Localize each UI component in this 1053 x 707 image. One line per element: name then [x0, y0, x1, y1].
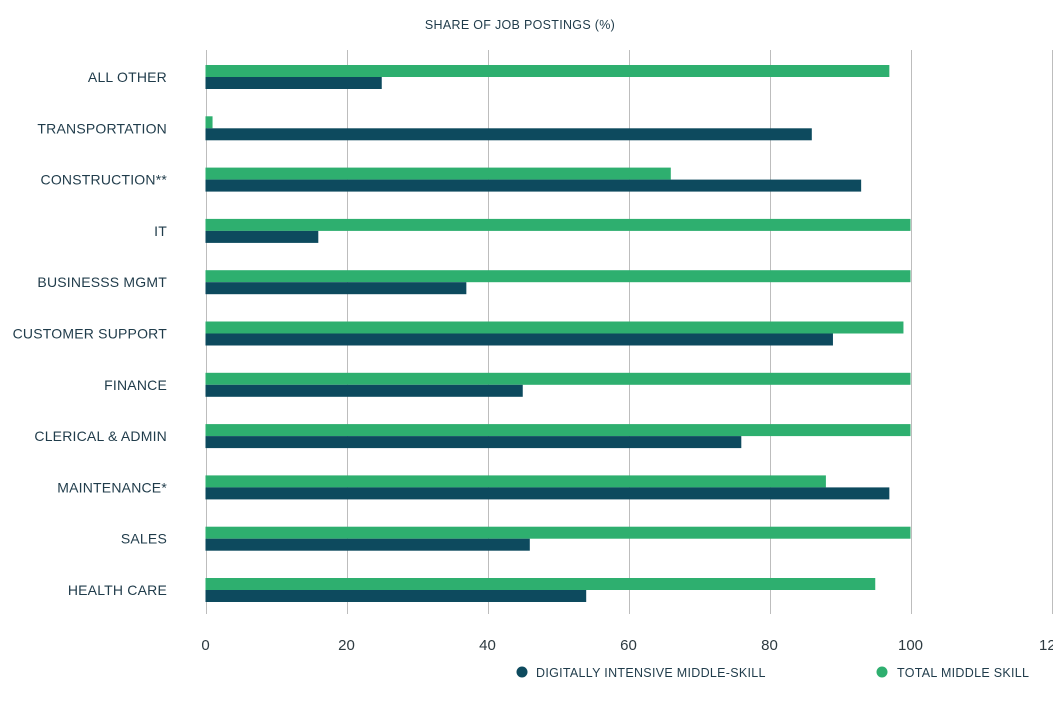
legend-marker: [876, 666, 888, 678]
bar-total-middle-skill: [205, 167, 671, 180]
bar-total-middle-skill: [205, 218, 911, 231]
x-tick-label: 60: [620, 637, 637, 654]
bar-total-middle-skill: [205, 526, 911, 539]
category-label: CLERICAL & ADMIN: [34, 428, 167, 444]
x-tick-label: 40: [479, 637, 496, 654]
category-label: FINANCE: [104, 377, 167, 393]
x-tick-label: 120: [1039, 637, 1053, 654]
bar-total-middle-skill: [205, 475, 826, 488]
bar-digitally-intensive: [205, 487, 890, 500]
category-label: CUSTOMER SUPPORT: [13, 326, 168, 342]
category-label: ALL OTHER: [88, 69, 167, 85]
category-label: SALES: [121, 531, 167, 547]
bar-digitally-intensive: [205, 436, 742, 449]
bar-total-middle-skill: [205, 372, 911, 385]
legend: DIGITALLY INTENSIVE MIDDLE-SKILL TOTAL MI…: [516, 666, 1029, 680]
bar-total-middle-skill: [205, 65, 890, 77]
category-label: BUSINESSS MGMT: [37, 274, 167, 290]
bar-digitally-intensive: [205, 282, 467, 295]
legend-marker: [516, 666, 528, 678]
bar-digitally-intensive: [205, 590, 587, 602]
bar-digitally-intensive: [205, 333, 833, 346]
legend-label: DIGITALLY INTENSIVE MIDDLE-SKILL: [536, 666, 766, 680]
x-axis-ticks: 0 20 40 60 80 100 120: [201, 637, 1053, 654]
x-tick-label: 100: [898, 637, 923, 654]
bar-digitally-intensive: [205, 179, 862, 192]
bar-total-middle-skill: [205, 270, 911, 283]
bar-digitally-intensive: [205, 230, 319, 243]
category-label: IT: [154, 223, 167, 239]
bar-total-middle-skill: [205, 321, 904, 334]
chart-title: SHARE OF JOB POSTINGS (%): [425, 18, 615, 32]
bar-digitally-intensive: [205, 384, 523, 397]
bar-digitally-intensive: [205, 538, 530, 551]
category-label: CONSTRUCTION**: [41, 172, 168, 188]
bar-total-middle-skill: [205, 578, 876, 590]
category-labels: ALL OTHER TRANSPORTATION CONSTRUCTION** IT B…: [13, 69, 168, 598]
x-tick-label: 0: [201, 637, 209, 654]
bar-total-middle-skill: [205, 116, 213, 129]
category-label: HEALTH CARE: [68, 582, 167, 598]
bar-digitally-intensive: [205, 77, 382, 89]
bar-total-middle-skill: [205, 424, 911, 437]
legend-label: TOTAL MIDDLE SKILL: [897, 666, 1029, 680]
category-label: TRANSPORTATION: [37, 120, 167, 136]
bars: [205, 65, 911, 602]
x-tick-label: 80: [761, 637, 778, 654]
bar-digitally-intensive: [205, 128, 812, 141]
category-label: MAINTENANCE*: [57, 479, 167, 495]
x-tick-label: 20: [338, 637, 355, 654]
